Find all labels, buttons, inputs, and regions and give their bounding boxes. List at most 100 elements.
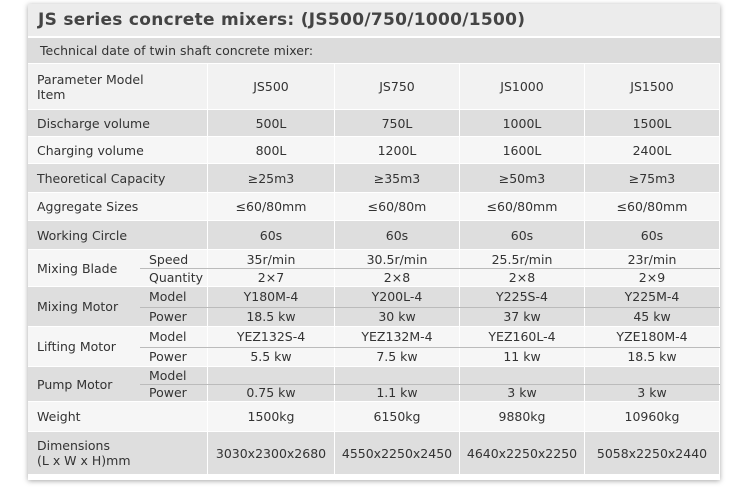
row-label: Weight: [28, 402, 207, 431]
sub-separator: [140, 346, 720, 348]
value-cell: 1500kg: [208, 402, 334, 431]
value: 45 kw: [633, 308, 671, 324]
value-cell: [208, 367, 334, 384]
row-label: Working Circle: [28, 221, 207, 249]
value: 4550x2250x2450: [341, 445, 453, 461]
value: 9880kg: [498, 409, 546, 424]
value-cell: 750L: [335, 110, 459, 136]
value-cell: 60s: [460, 221, 584, 249]
value: ≥50m3: [498, 170, 546, 186]
label-line: Item: [37, 86, 66, 102]
value-cell: 2×7: [208, 268, 334, 286]
row-label: Mixing Motor: [28, 287, 140, 326]
value: 750L: [381, 115, 413, 131]
value: 1200L: [377, 142, 417, 158]
value: 11 kw: [503, 348, 541, 364]
value: 1600L: [502, 142, 542, 158]
value: 18.5 kw: [246, 308, 296, 324]
value: 1500kg: [247, 409, 295, 424]
sub-name: Quantity: [149, 269, 204, 285]
value: 60s: [259, 227, 283, 243]
value-cell: 25.5r/min: [460, 250, 584, 268]
value-cell: 1200L: [335, 137, 459, 163]
value-cell: 2×9: [585, 268, 719, 286]
value: YEZ132M-4: [361, 329, 433, 345]
value-cell: 60s: [208, 221, 334, 249]
value: 1500L: [632, 115, 672, 131]
value-cell: 30 kw: [335, 306, 459, 326]
value-cell: ≥75m3: [585, 164, 719, 192]
row-label: Dimensions (L x W x H)mm: [28, 432, 207, 474]
header-model: JS1500: [585, 64, 719, 109]
value-cell: 5.5 kw: [208, 346, 334, 366]
value: YEZ160L-4: [488, 329, 556, 345]
value: Y200L-4: [371, 289, 423, 305]
value: ≤60/80mm: [616, 199, 688, 214]
value-cell: Y225M-4: [585, 287, 719, 307]
label: Mixing Blade: [37, 260, 118, 276]
value: 10960kg: [624, 409, 680, 424]
value: 30 kw: [378, 308, 416, 324]
sub-label: Power: [140, 384, 207, 401]
value: 2400L: [632, 142, 672, 158]
sub-label: Model: [140, 327, 207, 347]
sub-label: Model: [140, 367, 207, 384]
label: Pump Motor: [37, 376, 113, 392]
row-label: Mixing Blade: [28, 250, 140, 286]
value-cell: 800L: [208, 137, 334, 163]
value-cell: ≤60/80mm: [460, 193, 584, 220]
value-cell: [460, 367, 584, 384]
value: 0.75 kw: [246, 385, 296, 400]
label-line: Dimensions: [37, 438, 110, 453]
label: Weight: [37, 409, 81, 424]
header-label: Parameter Model Item: [28, 64, 207, 109]
label: Aggregate Sizes: [37, 199, 139, 214]
label: Discharge volume: [37, 115, 150, 131]
value-cell: 2×8: [460, 268, 584, 286]
value-cell: 23r/min: [585, 250, 719, 268]
value-cell: 18.5 kw: [585, 346, 719, 366]
value-cell: ≤60/80mm: [208, 193, 334, 220]
sub-label: Quantity: [140, 268, 207, 286]
value-cell: 500L: [208, 110, 334, 136]
value-cell: Y180M-4: [208, 287, 334, 307]
value: 35r/min: [246, 251, 296, 267]
sub-name: Model: [149, 368, 187, 383]
value: 500L: [255, 115, 287, 131]
sub-label: Power: [140, 346, 207, 366]
value: ≥25m3: [247, 170, 295, 186]
value: 60s: [385, 227, 409, 243]
label-line: Parameter Model: [37, 71, 144, 87]
value: 5.5 kw: [250, 348, 292, 364]
value: 2×8: [508, 269, 536, 285]
sub-name: Power: [149, 385, 187, 400]
value: ≤60/80mm: [486, 199, 558, 214]
value: ≥75m3: [628, 170, 676, 186]
value: Y180M-4: [243, 289, 299, 305]
sub-separator: [140, 268, 720, 269]
value-cell: 6150kg: [335, 402, 459, 431]
value: 2×8: [383, 269, 411, 285]
value: 3030x2300x2680: [215, 445, 327, 461]
value: ≤60/80m: [367, 199, 427, 214]
value-cell: 3030x2300x2680: [208, 432, 334, 474]
header-model: JS750: [335, 64, 459, 109]
value-cell: 2×8: [335, 268, 459, 286]
spec-card: JS series concrete mixers: (JS500/750/10…: [28, 4, 720, 480]
header-model: JS500: [208, 64, 334, 109]
header-model: JS1000: [460, 64, 584, 109]
value-cell: Y225S-4: [460, 287, 584, 307]
value: 800L: [255, 142, 287, 158]
value-cell: 10960kg: [585, 402, 719, 431]
value: 30.5r/min: [366, 251, 428, 267]
value-cell: 37 kw: [460, 306, 584, 326]
value-cell: 9880kg: [460, 402, 584, 431]
sub-label: Power: [140, 306, 207, 326]
row-label: Lifting Motor: [28, 327, 140, 366]
value-cell: 2400L: [585, 137, 719, 163]
model: JS500: [253, 79, 289, 94]
value-cell: 4640x2250x2250: [460, 432, 584, 474]
row-label: Discharge volume: [28, 110, 207, 136]
row-label: Aggregate Sizes: [28, 193, 207, 220]
value-cell: 11 kw: [460, 346, 584, 366]
